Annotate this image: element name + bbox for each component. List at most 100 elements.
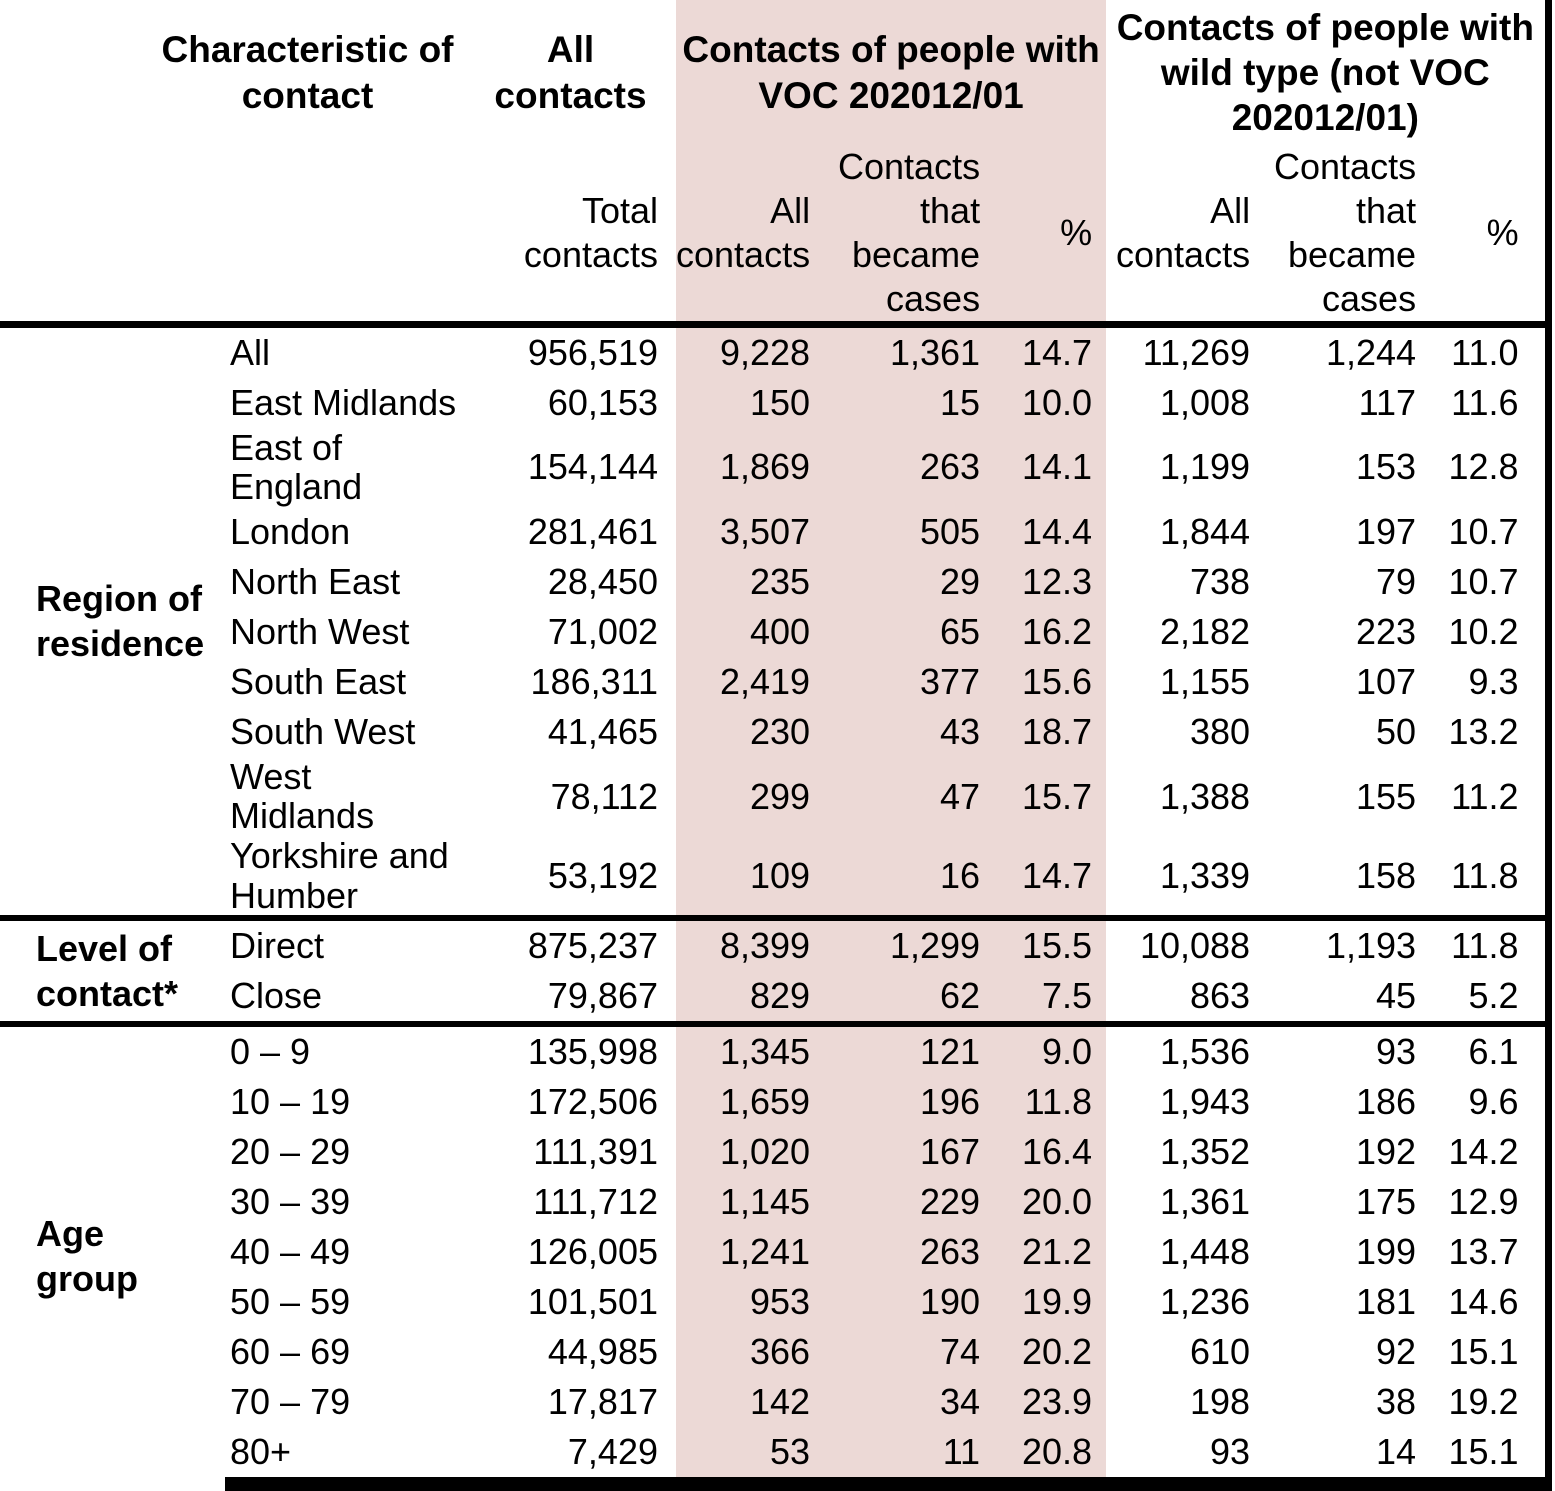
table-row: London 281,461 3,507 505 14.4 1,844 197 … (0, 506, 1552, 557)
cell-wild-all-contacts: 380 (1190, 711, 1251, 753)
row-label: West Midlands (230, 756, 375, 836)
cell-total-contacts: 875,237 (465, 915, 676, 972)
cell-voc-became-cases: 263 (820, 1227, 991, 1278)
cell-voc-all-contacts: 9,228 (676, 324, 821, 378)
row-label: South West (230, 711, 416, 753)
cell-wild-all-contacts: 863 (1190, 975, 1251, 1017)
cell-wild-all-contacts: 1,339 (1159, 854, 1251, 896)
cell-voc-became-cases: 167 (820, 1127, 991, 1178)
cell-wild-all-contacts: 1,352 (1159, 1131, 1251, 1173)
section-level-of-contact: Level of contact* Direct 875,237 8,399 1… (0, 915, 1552, 1025)
cell-total-contacts: 186,311 (530, 661, 658, 703)
cell-voc-percent: 12.3 (990, 556, 1107, 607)
cell-wild-became-cases: 155 (1356, 775, 1417, 817)
row-label: North East (230, 561, 401, 603)
cell-total-contacts: 172,506 (527, 1081, 658, 1123)
cell-wild-became-cases: 223 (1356, 611, 1417, 653)
cell-voc-percent: 20.2 (990, 1327, 1107, 1378)
cell-wild-percent: 13.2 (1428, 706, 1552, 757)
cell-wild-percent: 11.8 (1428, 836, 1552, 919)
cell-total-contacts: 71,002 (547, 611, 658, 653)
cell-total-contacts: 956,519 (527, 331, 658, 373)
table-row: East of England 154,144 1,869 263 14.1 1… (0, 427, 1552, 507)
subheader-total-contacts: Total contacts (465, 145, 676, 328)
cell-voc-all-contacts: 1,145 (676, 1177, 821, 1228)
cell-voc-all-contacts: 53 (676, 1427, 821, 1491)
cell-voc-all-contacts: 230 (676, 706, 821, 757)
cell-wild-all-contacts: 1,448 (1159, 1231, 1251, 1273)
table-row: East Midlands 60,153 150 15 10.0 1,008 1… (0, 377, 1552, 428)
cell-wild-all-contacts: 93 (1106, 1427, 1263, 1491)
cell-voc-all-contacts: 1,241 (676, 1227, 821, 1278)
table-header: Characteristic of contact All contacts C… (0, 0, 1552, 328)
section-region-of-residence: Region of residence All 956,519 9,228 1,… (0, 324, 1552, 919)
cell-total-contacts: 111,712 (533, 1181, 658, 1223)
cell-wild-became-cases: 1,244 (1325, 331, 1417, 373)
cell-wild-became-cases: 175 (1356, 1181, 1417, 1223)
table-row: 10 – 19 172,506 1,659 196 11.8 1,943 186… (0, 1077, 1552, 1128)
cell-wild-all-contacts: 10,088 (1106, 915, 1263, 972)
cell-wild-all-contacts: 1,844 (1159, 511, 1251, 553)
cell-wild-percent: 11.2 (1428, 756, 1552, 836)
cell-wild-all-contacts: 1,008 (1159, 381, 1251, 423)
row-label: London (230, 511, 351, 553)
cell-wild-percent: 6.1 (1428, 1021, 1552, 1078)
cell-wild-became-cases: 158 (1356, 854, 1417, 896)
cell-voc-became-cases: 1,299 (820, 915, 991, 972)
cell-voc-became-cases: 74 (820, 1327, 991, 1378)
cell-wild-became-cases: 107 (1356, 661, 1417, 703)
cell-total-contacts: 135,998 (465, 1021, 676, 1078)
cell-voc-became-cases: 62 (820, 971, 991, 1025)
cell-voc-all-contacts: 953 (676, 1277, 821, 1328)
subheader-wild-became-cases: Contacts that became cases (1262, 145, 1429, 328)
table-row: West Midlands 78,112 299 47 15.7 1,388 1… (0, 756, 1552, 836)
cell-wild-all-contacts: 11,269 (1142, 331, 1251, 373)
table-row: Age group 0 – 9 135,998 1,345 121 9.0 1,… (0, 1021, 1552, 1485)
row-label: 50 – 59 (230, 1281, 351, 1323)
cell-wild-all-contacts: 1,536 (1106, 1021, 1263, 1078)
cell-voc-all-contacts: 1,869 (676, 427, 821, 507)
cell-voc-became-cases: 1,361 (820, 324, 991, 378)
cell-wild-percent: 10.2 (1428, 606, 1552, 657)
cell-voc-percent: 18.7 (990, 706, 1107, 757)
cell-wild-became-cases: 192 (1356, 1131, 1417, 1173)
cell-voc-became-cases: 16 (820, 836, 991, 919)
cell-wild-all-contacts: 610 (1190, 1331, 1251, 1373)
cell-wild-percent: 14.2 (1428, 1127, 1552, 1178)
cell-wild-all-contacts: 198 (1190, 1381, 1251, 1423)
table-row: 80+ 7,429 53 11 20.8 93 14 15.1 (0, 1427, 1552, 1491)
row-label: 70 – 79 (230, 1381, 351, 1423)
row-label: 40 – 49 (230, 1231, 351, 1273)
cell-voc-all-contacts: 235 (676, 556, 821, 607)
cell-voc-percent: 14.1 (990, 427, 1107, 507)
cell-wild-all-contacts: 2,182 (1159, 611, 1251, 653)
cell-voc-became-cases: 29 (820, 556, 991, 607)
cell-voc-percent: 21.2 (990, 1227, 1107, 1278)
subheader-voc-percent: % (990, 145, 1107, 328)
section-age-group: Age group 0 – 9 135,998 1,345 121 9.0 1,… (0, 1021, 1552, 1491)
cell-voc-percent: 11.8 (990, 1077, 1107, 1128)
cell-wild-became-cases: 186 (1356, 1081, 1417, 1123)
cell-wild-percent: 11.8 (1428, 915, 1552, 972)
header-characteristic: Characteristic of contact (161, 29, 454, 116)
cell-voc-all-contacts: 142 (676, 1377, 821, 1428)
cell-total-contacts: 78,112 (550, 775, 658, 817)
cell-voc-percent: 14.7 (990, 836, 1107, 919)
row-label: 10 – 19 (230, 1081, 351, 1123)
cell-wild-all-contacts: 1,943 (1159, 1081, 1251, 1123)
cell-wild-became-cases: 79 (1376, 561, 1417, 603)
cell-total-contacts: 28,450 (547, 561, 658, 603)
cell-voc-all-contacts: 299 (676, 756, 821, 836)
cell-voc-all-contacts: 829 (676, 971, 821, 1025)
subheader-voc-all-contacts: All contacts (676, 145, 821, 328)
table-row: Yorkshire and Humber 53,192 109 16 14.7 … (0, 836, 1552, 919)
row-label: 20 – 29 (230, 1131, 351, 1173)
cell-wild-became-cases: 153 (1356, 446, 1417, 488)
cell-voc-became-cases: 190 (820, 1277, 991, 1328)
row-group-label: Level of contact* (0, 915, 225, 1025)
cell-voc-all-contacts: 3,507 (676, 506, 821, 557)
cell-voc-all-contacts: 8,399 (676, 915, 821, 972)
cell-voc-became-cases: 43 (820, 706, 991, 757)
cell-voc-became-cases: 65 (820, 606, 991, 657)
